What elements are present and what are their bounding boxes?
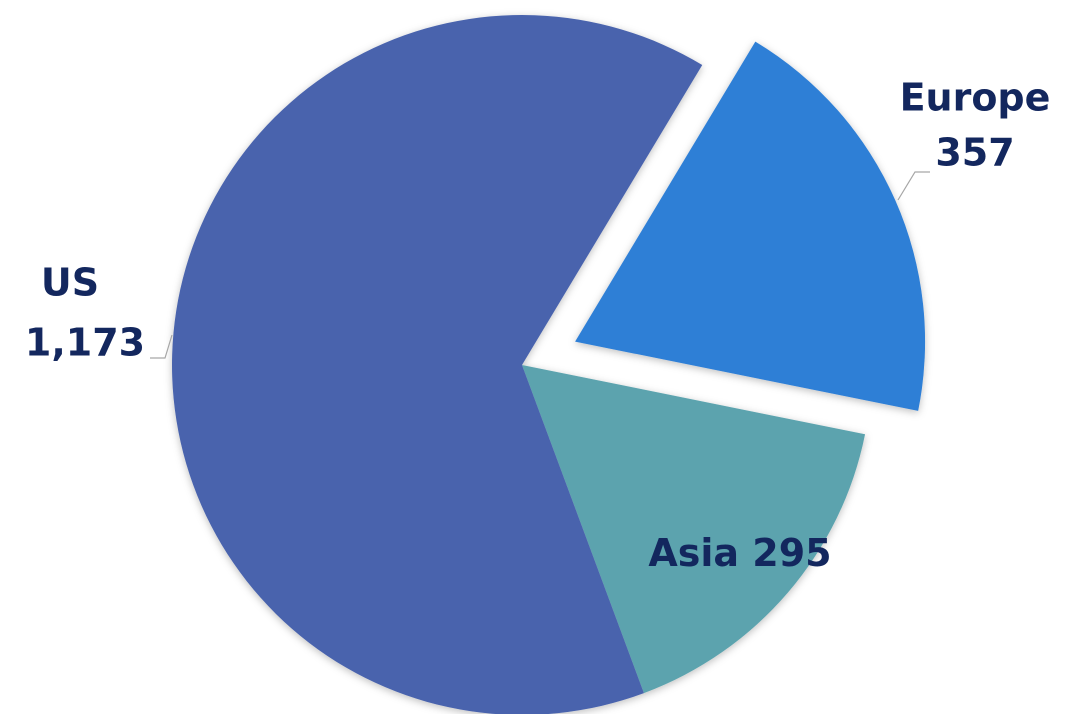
slice-value: 357	[935, 131, 1014, 175]
slice-label: Europe	[900, 76, 1051, 120]
slices	[172, 15, 926, 714]
leader-line	[897, 171, 930, 201]
slice-value: 1,173	[25, 321, 145, 365]
pie-slice	[172, 15, 703, 714]
pie-slice	[522, 365, 866, 694]
slice-label-group: Asia 295	[648, 531, 831, 575]
leader-line	[150, 334, 173, 359]
slice-label: Asia	[648, 531, 739, 575]
pie-slice	[575, 41, 926, 411]
slice-value: 295	[752, 531, 831, 575]
slice-label: US	[41, 261, 99, 305]
